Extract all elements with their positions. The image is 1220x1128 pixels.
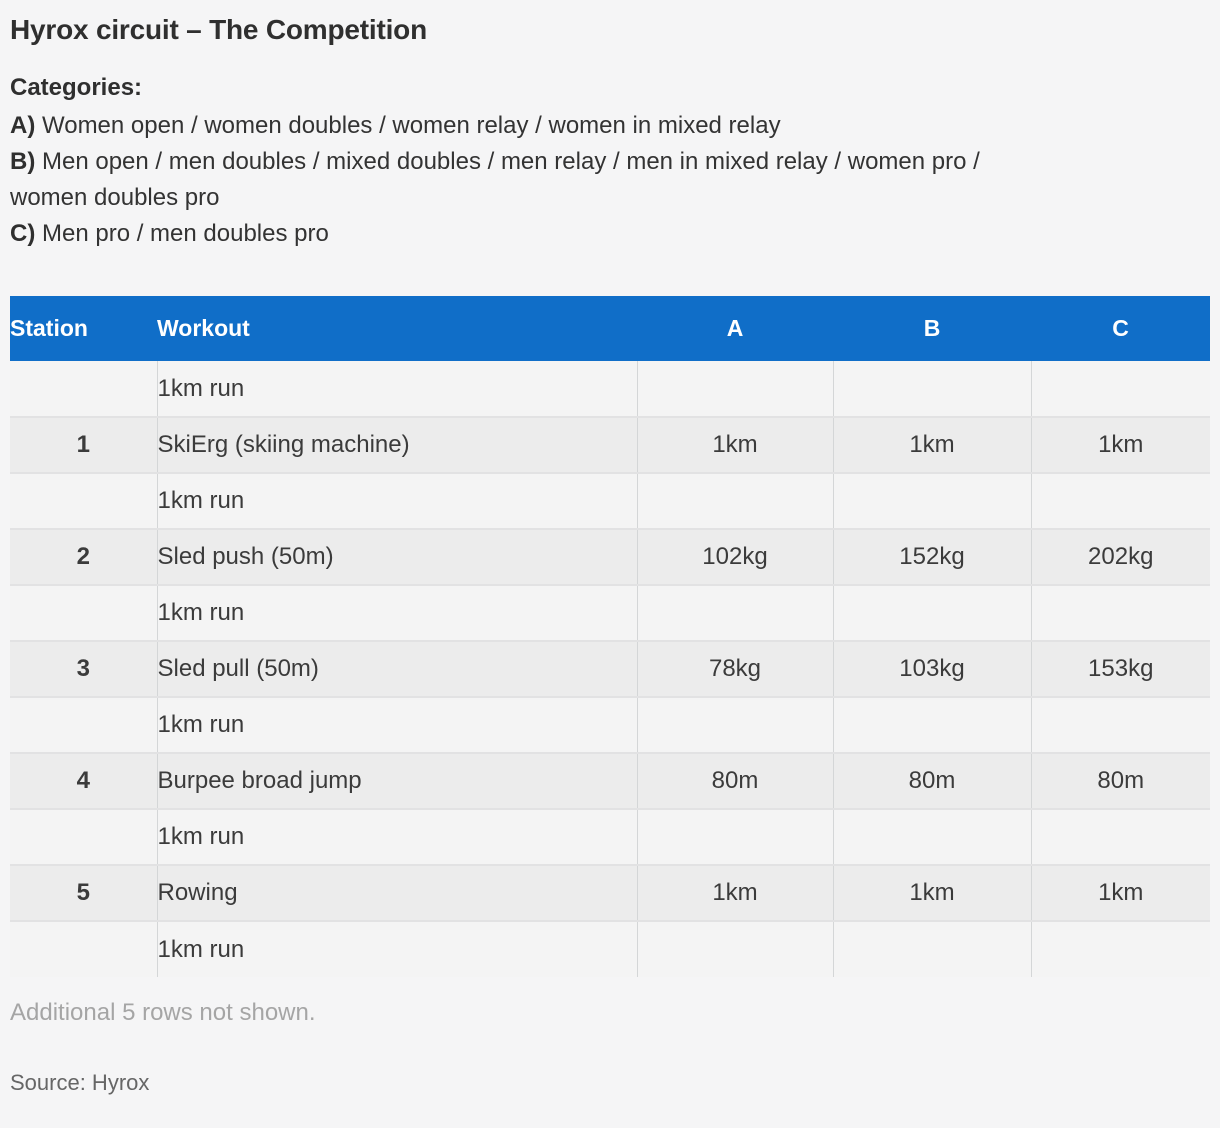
category-b-prefix: B) bbox=[10, 148, 36, 175]
category-c-text: Men pro / men doubles pro bbox=[42, 220, 329, 247]
cell-station bbox=[10, 808, 157, 865]
table-row: 3 Sled pull (50m) 78kg 103kg 153kg bbox=[10, 640, 1210, 697]
cell-b: 80m bbox=[832, 752, 1031, 809]
col-header-c: C bbox=[1031, 296, 1210, 361]
workout-table: Station Workout A B C 1km run 1 SkiErg (sk… bbox=[10, 296, 1210, 977]
cell-a: 78kg bbox=[636, 640, 833, 697]
cell-c bbox=[1030, 584, 1210, 641]
cell-workout: 1km run bbox=[156, 361, 637, 417]
cell-station bbox=[10, 361, 157, 417]
cell-b: 1km bbox=[832, 864, 1031, 921]
categories-heading: Categories: bbox=[10, 74, 143, 101]
category-c: C) Men pro / men doubles pro bbox=[10, 216, 1210, 252]
cell-workout: Sled pull (50m) bbox=[156, 640, 637, 697]
cell-c: 153kg bbox=[1030, 640, 1210, 697]
cell-workout: 1km run bbox=[156, 808, 637, 865]
cell-station: 5 bbox=[10, 864, 157, 921]
cell-a: 102kg bbox=[636, 528, 833, 585]
cell-workout: SkiErg (skiing machine) bbox=[156, 416, 637, 473]
cell-c: 1km bbox=[1030, 864, 1210, 921]
cell-b: 152kg bbox=[832, 528, 1031, 585]
cell-a bbox=[636, 472, 833, 529]
cell-a bbox=[636, 808, 833, 865]
cell-workout: 1km run bbox=[156, 472, 637, 529]
table-body: 1km run 1 SkiErg (skiing machine) 1km 1km 1km… bbox=[10, 361, 1210, 977]
cell-c: 1km bbox=[1030, 416, 1210, 473]
cell-station bbox=[10, 920, 157, 977]
col-header-station: Station bbox=[10, 296, 157, 361]
table-row: 5 Rowing 1km 1km 1km bbox=[10, 864, 1210, 921]
category-a: A) Women open / women doubles / women re… bbox=[10, 108, 1210, 144]
source-line: Source: Hyrox bbox=[10, 1070, 150, 1095]
cell-a bbox=[636, 361, 833, 417]
col-header-b: B bbox=[833, 296, 1031, 361]
cell-workout: 1km run bbox=[156, 920, 637, 977]
cell-b bbox=[832, 361, 1031, 417]
category-c-prefix: C) bbox=[10, 220, 36, 247]
cell-c: 202kg bbox=[1030, 528, 1210, 585]
cell-a bbox=[636, 696, 833, 753]
table-row: 2 Sled push (50m) 102kg 152kg 202kg bbox=[10, 528, 1210, 585]
cell-c bbox=[1030, 472, 1210, 529]
cell-workout: 1km run bbox=[156, 696, 637, 753]
cell-workout: 1km run bbox=[156, 584, 637, 641]
table-row: 4 Burpee broad jump 80m 80m 80m bbox=[10, 752, 1210, 809]
col-header-a: A bbox=[637, 296, 833, 361]
cell-b bbox=[832, 584, 1031, 641]
cell-station: 1 bbox=[10, 416, 157, 473]
cell-b: 1km bbox=[832, 416, 1031, 473]
cell-c: 80m bbox=[1030, 752, 1210, 809]
cell-a: 1km bbox=[636, 416, 833, 473]
cell-a bbox=[636, 584, 833, 641]
cell-c bbox=[1030, 361, 1210, 417]
cell-station: 3 bbox=[10, 640, 157, 697]
cell-a bbox=[636, 920, 833, 977]
cell-c bbox=[1030, 696, 1210, 753]
cell-a: 1km bbox=[636, 864, 833, 921]
table-row: 1km run bbox=[10, 696, 1210, 753]
table-row: 1km run bbox=[10, 472, 1210, 529]
table-header-row: Station Workout A B C bbox=[10, 296, 1210, 361]
page-title: Hyrox circuit – The Competition bbox=[10, 14, 427, 45]
table-row: 1km run bbox=[10, 920, 1210, 977]
cell-a: 80m bbox=[636, 752, 833, 809]
table-row: 1km run bbox=[10, 808, 1210, 865]
cell-b bbox=[832, 472, 1031, 529]
table-row: 1km run bbox=[10, 584, 1210, 641]
cell-station bbox=[10, 584, 157, 641]
cell-b bbox=[832, 920, 1031, 977]
cell-workout: Burpee broad jump bbox=[156, 752, 637, 809]
categories-section: Categories: A) Women open / women double… bbox=[10, 74, 1210, 252]
truncation-note: Additional 5 rows not shown. bbox=[10, 999, 316, 1026]
cell-station: 2 bbox=[10, 528, 157, 585]
cell-c bbox=[1030, 808, 1210, 865]
col-header-workout: Workout bbox=[157, 296, 637, 361]
category-b-text: Men open / men doubles / mixed doubles /… bbox=[10, 148, 980, 211]
cell-b bbox=[832, 696, 1031, 753]
table-row: 1 SkiErg (skiing machine) 1km 1km 1km bbox=[10, 416, 1210, 473]
cell-b: 103kg bbox=[832, 640, 1031, 697]
cell-workout: Sled push (50m) bbox=[156, 528, 637, 585]
category-b: B) Men open / men doubles / mixed double… bbox=[10, 144, 1210, 216]
cell-workout: Rowing bbox=[156, 864, 637, 921]
table-row: 1km run bbox=[10, 361, 1210, 417]
category-a-text: Women open / women doubles / women relay… bbox=[42, 112, 781, 139]
cell-b bbox=[832, 808, 1031, 865]
infographic: Hyrox circuit – The Competition Categori… bbox=[10, 14, 1210, 1095]
category-a-prefix: A) bbox=[10, 112, 36, 139]
cell-c bbox=[1030, 920, 1210, 977]
cell-station bbox=[10, 472, 157, 529]
cell-station bbox=[10, 696, 157, 753]
cell-station: 4 bbox=[10, 752, 157, 809]
